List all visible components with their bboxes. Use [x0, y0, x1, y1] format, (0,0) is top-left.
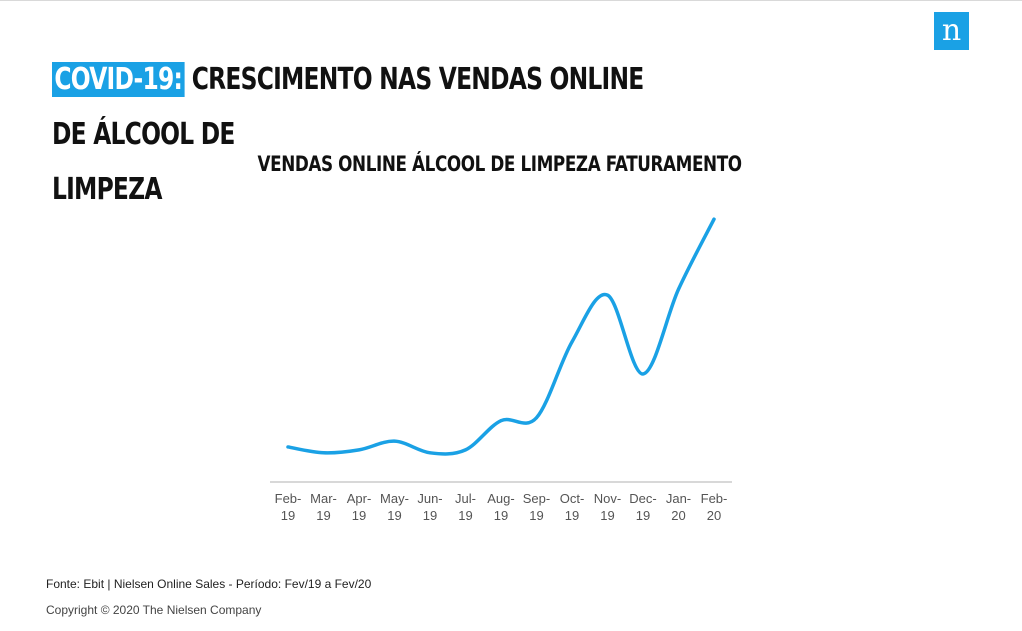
data-point-Aug-19 — [499, 419, 503, 423]
logo-letter: n — [941, 13, 962, 48]
data-point-Mar-19 — [322, 451, 325, 455]
x-tick-label: Aug-19 — [487, 491, 514, 523]
data-point-Feb-19 — [286, 445, 290, 449]
data-point-Feb-20 — [712, 217, 716, 221]
data-point-Jan-20 — [677, 287, 680, 291]
series-line-0 — [286, 217, 716, 456]
data-point-Apr-19 — [357, 448, 361, 452]
x-tick-label: Feb-19 — [275, 491, 302, 523]
chart-title-text: VENDAS ONLINE ÁLCOOL DE LIMPEZA FATURAME… — [257, 152, 743, 176]
x-tick-label: May-19 — [380, 491, 409, 523]
data-point-Oct-19 — [570, 340, 574, 344]
x-tick-label: Feb-20 — [701, 491, 728, 523]
chart-title: VENDAS ONLINE ÁLCOOL DE LIMPEZA FATURAME… — [0, 152, 1000, 176]
data-point-May-19 — [393, 439, 396, 443]
x-tick-label: Mar-19 — [310, 491, 337, 523]
data-point-Jul-19 — [464, 448, 467, 452]
x-tick-label: Jan-20 — [666, 491, 691, 523]
data-point-Jun-19 — [428, 451, 432, 455]
series-layer — [286, 217, 716, 456]
x-tick-label: Dec-19 — [629, 491, 656, 523]
data-point-Dec-19 — [641, 372, 645, 376]
x-tick-label: Sep-19 — [523, 491, 550, 523]
title-line-2: LIMPEZA — [52, 172, 162, 207]
nielsen-logo: n — [934, 12, 969, 50]
x-tick-label: Jul-19 — [455, 491, 476, 523]
x-tick-labels: Feb-19 Mar-19 Apr-19 May-19 Jun-19 Jul-19 Aug-… — [275, 491, 728, 523]
title-highlight: COVID-19: — [52, 62, 185, 97]
page-title: COVID-19: CRESCIMENTO NAS VENDAS ONLINE … — [52, 52, 676, 217]
x-tick-label: Jun-19 — [417, 491, 442, 523]
x-tick-label: Apr-19 — [347, 491, 372, 523]
source-note: Fonte: Ebit | Nielsen Online Sales - Per… — [46, 577, 372, 591]
data-point-Sep-19 — [535, 416, 538, 420]
x-tick-label: Oct-19 — [560, 491, 585, 523]
x-tick-label: Nov-19 — [594, 491, 621, 523]
data-point-Nov-19 — [606, 293, 609, 297]
top-divider — [0, 0, 1022, 1]
copyright-note: Copyright © 2020 The Nielsen Company — [46, 603, 262, 617]
title-line-1: CRESCIMENTO NAS VENDAS ONLINE DE ÁLCOOL … — [52, 62, 644, 152]
